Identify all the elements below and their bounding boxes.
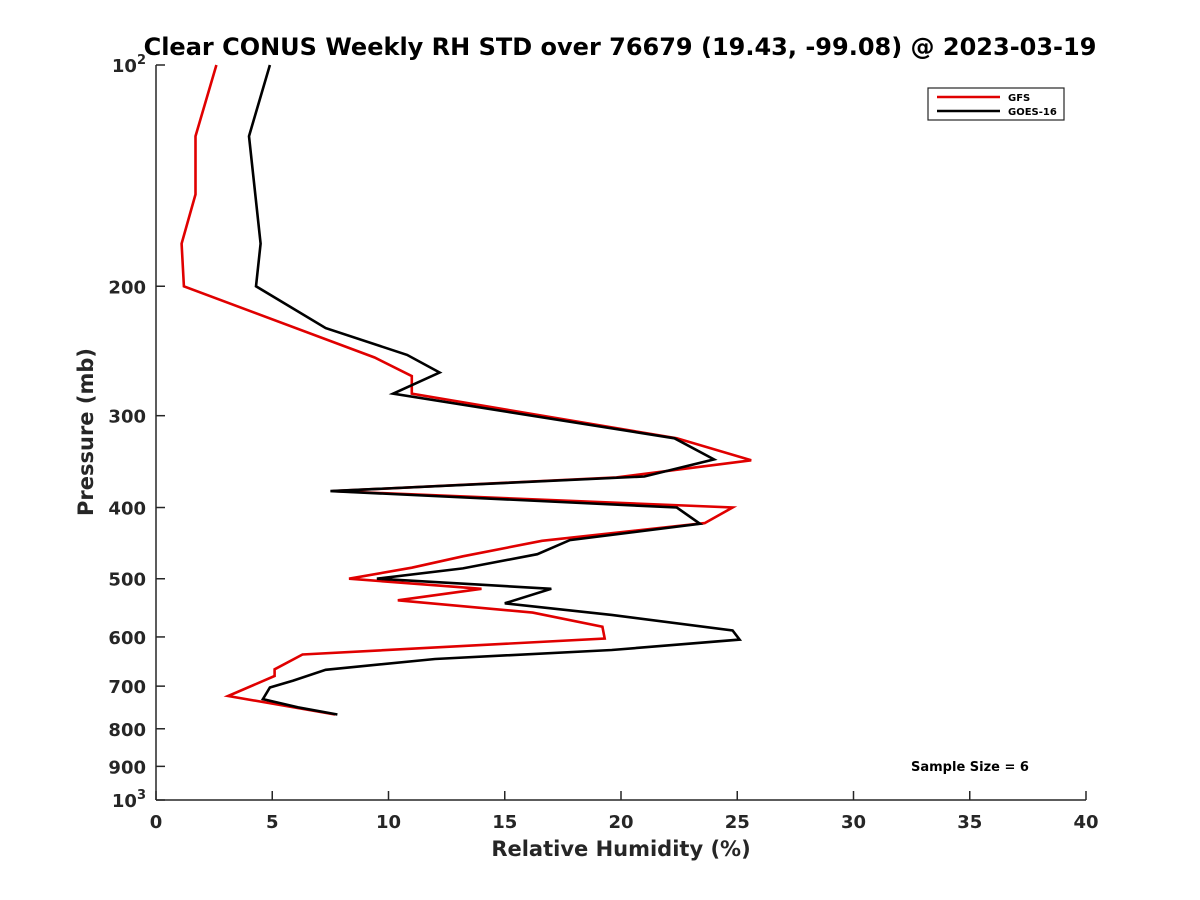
x-tick-label: 20: [608, 812, 633, 833]
y-tick-label-exponent: 3: [137, 788, 146, 803]
y-tick-label-text: 10: [112, 56, 137, 77]
y-tick-label: 500: [108, 570, 146, 591]
x-tick-label: 5: [266, 812, 279, 833]
plot-lines: [180, 64, 752, 716]
y-tick-label: 800: [108, 720, 146, 741]
x-tick-label: 40: [1073, 812, 1098, 833]
y-tick-label-text: 400: [108, 499, 146, 520]
y-tick-label: 200: [108, 277, 146, 298]
x-tick-label: 35: [957, 812, 982, 833]
series-line-gfs: [180, 64, 752, 716]
legend: GFS GOES-16: [927, 87, 1065, 121]
y-tick-label-text: 700: [108, 677, 146, 698]
y-tick-label-text: 500: [108, 570, 146, 591]
y-tick-label-text: 300: [108, 407, 146, 428]
y-tick-label-text: 900: [108, 757, 146, 778]
x-axis-label: Relative Humidity (%): [491, 837, 750, 861]
y-tick-label-exponent: 2: [137, 53, 146, 68]
legend-label-gfs: GFS: [1008, 93, 1030, 104]
legend-box: [927, 87, 1065, 121]
x-tick-label: 0: [150, 812, 163, 833]
y-tick-label: 900: [108, 757, 146, 778]
y-tick-label: 103: [112, 788, 146, 812]
x-tick-label: 10: [376, 812, 401, 833]
x-ticks: 0 5 10 15 20 25 30 35 40: [150, 791, 1099, 833]
y-tick-label: 700: [108, 677, 146, 698]
y-axis-label: Pressure (mb): [74, 348, 98, 516]
sample-size-annotation: Sample Size = 6: [911, 760, 1029, 775]
series-line-goes16: [247, 64, 743, 716]
x-tick-label: 30: [841, 812, 866, 833]
y-tick-label: 300: [108, 407, 146, 428]
legend-label-goes16: GOES-16: [1008, 107, 1057, 118]
y-tick-label-text: 200: [108, 277, 146, 298]
chart-title: Clear CONUS Weekly RH STD over 76679 (19…: [144, 33, 1097, 61]
y-tick-label-text: 10: [112, 791, 137, 812]
y-tick-label: 400: [108, 499, 146, 520]
y-tick-label: 600: [108, 628, 146, 649]
x-tick-label: 25: [725, 812, 750, 833]
y-tick-label-text: 600: [108, 628, 146, 649]
x-tick-label: 15: [492, 812, 517, 833]
y-tick-label-text: 800: [108, 720, 146, 741]
y-tick-label: 102: [112, 53, 146, 77]
